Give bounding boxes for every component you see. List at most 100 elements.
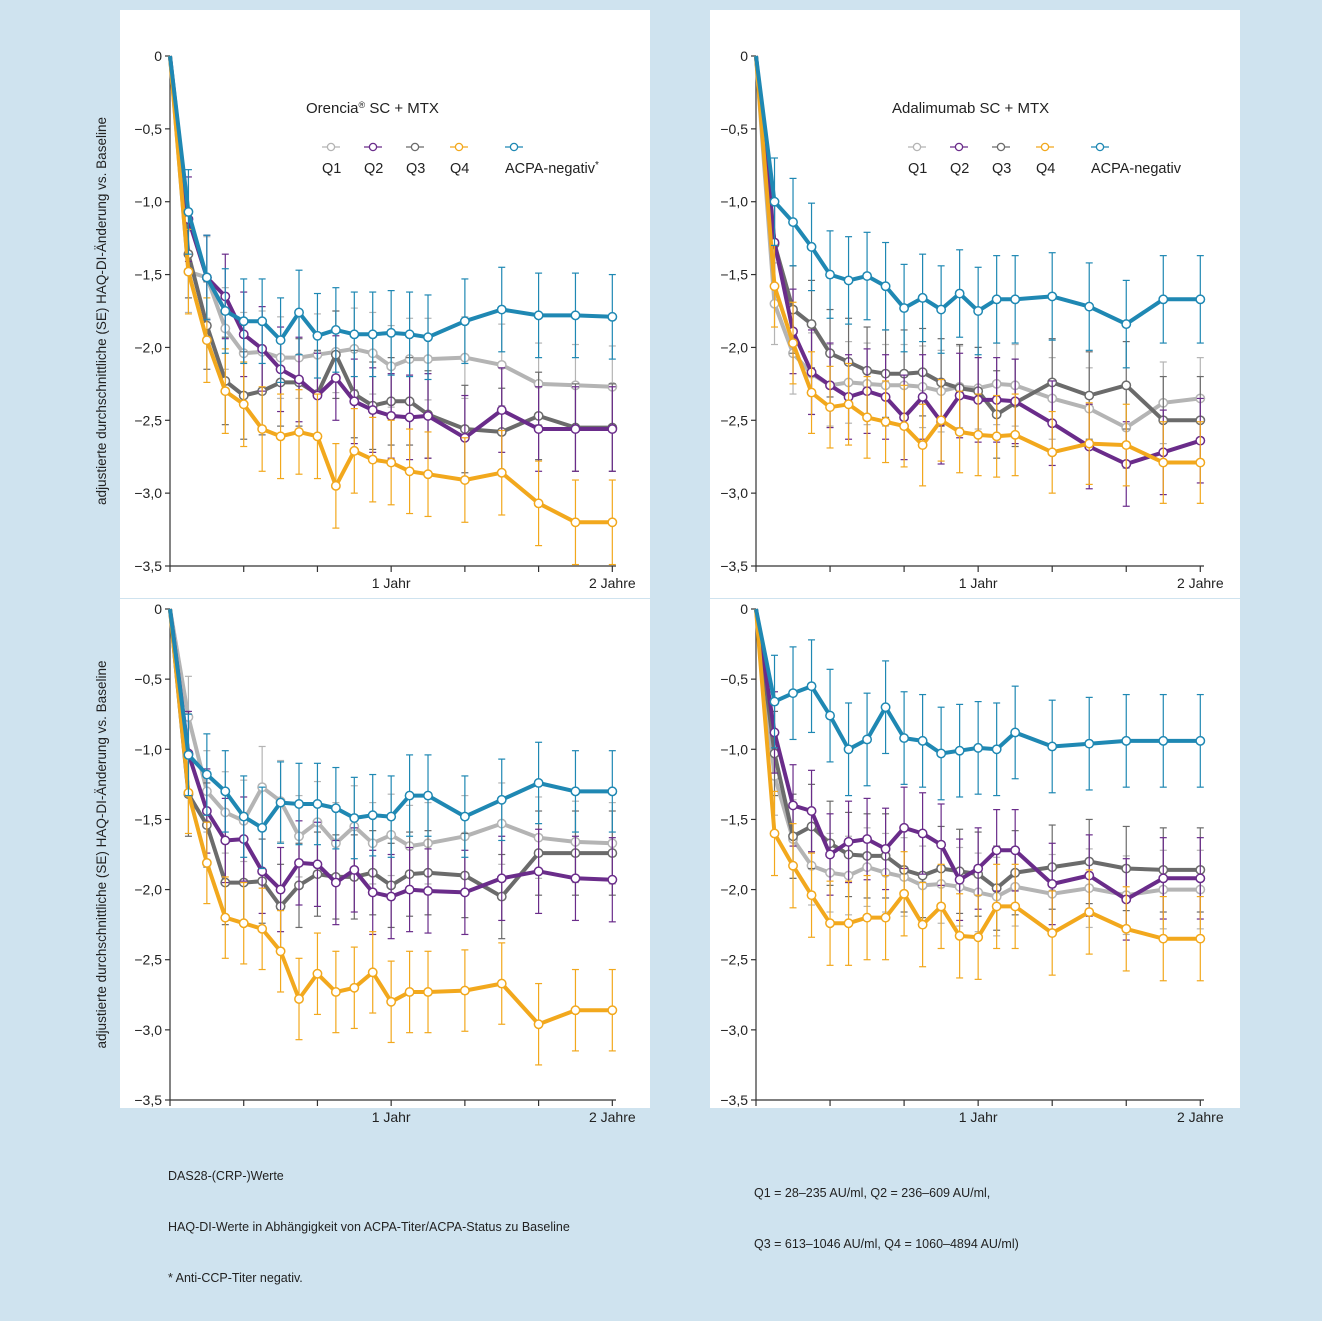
data-point: [367, 454, 378, 465]
series-line: [168, 608, 613, 830]
legend-label: Q1: [908, 161, 927, 177]
data-point: [404, 466, 415, 477]
y-tick-label: −3,0: [134, 1022, 162, 1038]
data-point: [423, 886, 433, 896]
legend-item-1: Q1: [908, 142, 927, 177]
y-tick-label: −1,5: [134, 811, 162, 827]
chart-panel-2: 0 −0,5 −1,0 −1,5 −2,0 −2,5 −3,0 −3,5 1 Jahr 2 Jah…: [710, 10, 1240, 598]
legend-marker: [410, 142, 420, 152]
data-point: [769, 196, 780, 207]
legend-marker: [912, 142, 922, 152]
title-rest: SC + MTX: [365, 100, 439, 117]
data-point: [275, 431, 286, 442]
data-point: [533, 310, 544, 321]
data-point: [386, 891, 397, 902]
data-point: [825, 849, 835, 860]
data-point: [1121, 923, 1132, 934]
data-point: [459, 985, 470, 996]
data-point: [954, 288, 965, 299]
data-point: [936, 304, 947, 315]
y-tick-label: −0,5: [720, 671, 748, 687]
x-tick-label: 1 Jahr: [372, 1109, 411, 1125]
y-tick-label: −1,5: [720, 267, 748, 283]
data-point: [1121, 735, 1132, 746]
data-point: [1047, 741, 1058, 752]
y-tick-label: −0,5: [134, 671, 162, 687]
legend-label: Q4: [1036, 161, 1055, 177]
data-point: [899, 822, 910, 833]
y-tick-label: −3,5: [134, 1092, 162, 1108]
data-point: [769, 696, 780, 707]
y-tick-label: −0,5: [720, 121, 748, 137]
y-axis-label: adjustierte durchschnittliche (SE) HAQ-D…: [94, 661, 109, 1049]
y-tick-label: −1,5: [134, 267, 162, 283]
footnotes-left: DAS28-(CRP-)Werte HAQ-DI-Werte in Abhäng…: [168, 1134, 570, 1321]
data-point: [459, 316, 470, 327]
series-acpa-negativ: [754, 608, 1206, 801]
data-point: [880, 281, 891, 292]
y-tick-label: 0: [154, 48, 162, 64]
data-point: [570, 517, 581, 528]
data-point: [973, 932, 984, 943]
y-tick-label: 0: [740, 48, 748, 64]
legend-label: Q4: [450, 161, 469, 177]
chart-panel-4: 0 −0,5 −1,0 −1,5 −2,0 −2,5 −3,0 −3,5 1 Jahr 2 Jah…: [710, 599, 1240, 1125]
data-point: [496, 978, 507, 989]
data-point: [201, 335, 212, 346]
data-point: [533, 424, 544, 434]
y-axis-label: adjustierte durchschnittliche (SE) HAQ-D…: [94, 117, 109, 505]
legend-label: Q3: [992, 161, 1011, 177]
data-point: [294, 374, 304, 385]
data-point: [496, 873, 507, 884]
y-tick-label: −3,0: [134, 485, 162, 501]
data-point: [275, 797, 286, 808]
y-tick-label: −3,0: [720, 485, 748, 501]
series-q4: [754, 55, 1206, 504]
figure: 0 −0,5 −1,0 −1,5 −2,0 −2,5 −3,0 −3,5 1 Jahr 2 Jah…: [10, 10, 1312, 1285]
legend-item-5: ACPA-negativ: [1091, 142, 1182, 177]
series-q4: [168, 55, 618, 566]
data-point: [1195, 457, 1206, 468]
x-tick-label: 2 Jahre: [1177, 575, 1224, 591]
data-point: [294, 799, 304, 809]
data-point: [294, 857, 304, 868]
data-point: [275, 946, 286, 957]
y-tick-label: −2,5: [134, 412, 162, 428]
legend-label: Q2: [950, 161, 969, 177]
data-point: [843, 744, 854, 755]
data-point: [294, 307, 304, 318]
data-point: [843, 275, 854, 286]
chart-title: Orencia® SC + MTX: [306, 100, 439, 117]
legend-marker: [326, 142, 336, 152]
data-point: [1010, 294, 1021, 305]
data-point: [806, 241, 817, 252]
series-acpa-negativ: [168, 608, 618, 870]
data-point: [825, 710, 835, 721]
data-point: [386, 811, 397, 822]
data-point: [330, 987, 341, 997]
data-point: [843, 399, 854, 410]
y-tick-label: −2,5: [134, 952, 162, 968]
data-point: [973, 742, 984, 753]
legend-item-3: Q3: [406, 142, 425, 177]
data-point: [806, 387, 817, 398]
data-point: [275, 884, 286, 895]
quartile-definition-2: Q3 = 613–1046 AU/ml, Q4 = 1060–4894 AU/m…: [754, 1237, 1019, 1251]
data-point: [220, 912, 231, 923]
data-point: [825, 269, 835, 280]
data-point: [496, 304, 507, 315]
data-point: [238, 918, 249, 929]
series-line: [754, 608, 1201, 756]
y-tick-label: −3,5: [720, 1092, 748, 1108]
data-point: [862, 734, 873, 745]
data-point: [991, 431, 1002, 442]
data-point: [183, 266, 194, 277]
x-tick-label: 2 Jahre: [1177, 1109, 1224, 1125]
data-point: [825, 918, 835, 929]
data-point: [570, 873, 581, 884]
footnotes-right: Q1 = 28–235 AU/ml, Q2 = 236–609 AU/ml, Q…: [754, 1151, 1019, 1287]
data-point: [991, 294, 1002, 305]
data-point: [312, 799, 323, 809]
data-point: [806, 806, 817, 816]
data-point: [386, 457, 397, 468]
